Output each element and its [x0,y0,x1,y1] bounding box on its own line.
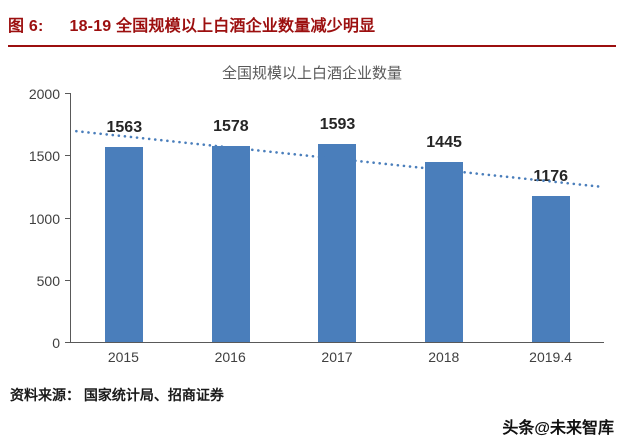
x-tick-label: 2018 [428,349,460,365]
plot-wrap: 0 500 1000 1500 2000 1563 1578 1593 1445 1176 [14,86,604,351]
header-divider [8,45,616,47]
y-tick-label: 1500 [28,148,60,165]
figure-header: 图 6: 18-19 全国规模以上白酒企业数量减少明显 [0,0,624,36]
bar-chart: 全国规模以上白酒企业数量 0 500 1000 1500 2000 1563 1578 15… [0,62,624,365]
bar [318,143,357,342]
source-note: 资料来源： 国家统计局、招商证券 [10,387,224,403]
y-axis: 0 500 1000 1500 2000 [14,86,70,351]
y-tick-label: 500 [36,272,60,289]
bar-cell: 1578 [178,93,285,342]
y-tick-label: 2000 [28,86,60,102]
figure-label: 图 6: [8,18,44,35]
y-tick-mark [65,279,70,281]
plot-area: 1563 1578 1593 1445 1176 [70,93,604,343]
bar [425,162,464,342]
bar-value-label: 1593 [319,115,356,133]
y-tick-mark [65,155,70,157]
bar [531,195,570,342]
chart-title: 全国规模以上白酒企业数量 [221,65,402,82]
x-tick-label: 2019.4 [529,349,572,365]
figure-title: 18-19 全国规模以上白酒企业数量减少明显 [69,18,376,35]
x-tick-label: 2017 [321,349,353,365]
bar-value-label: 1176 [533,167,569,185]
y-tick-label: 1000 [28,210,60,227]
x-tick-label: 2015 [107,349,139,365]
y-tick-mark [65,342,70,343]
bar-value-label: 1578 [213,117,249,135]
bar-cell: 1445 [391,93,498,342]
y-tick-label: 0 [52,335,60,351]
bar-value-label: 1563 [106,119,143,137]
bar [211,145,250,342]
x-axis: 2015 2016 2017 2018 2019.4 [70,349,604,365]
bar-value-label: 1445 [426,134,462,152]
bar-cell: 1176 [497,93,604,342]
bar [105,147,144,342]
x-tick-label: 2016 [214,349,246,365]
bar-cell: 1593 [284,93,391,342]
watermark: 头条@未来智库 [502,420,614,437]
bar-cell: 1563 [71,93,178,342]
y-tick-mark [65,93,70,94]
y-tick-mark [65,217,70,219]
